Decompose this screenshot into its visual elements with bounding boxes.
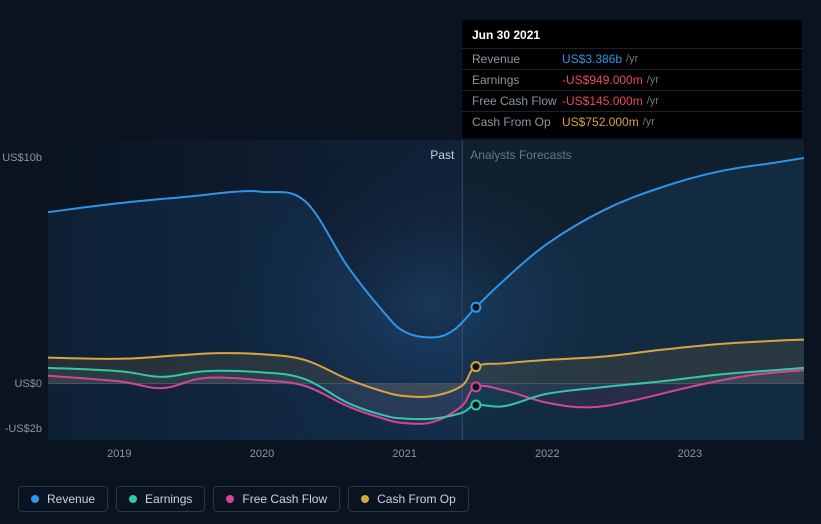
legend-label: Earnings (145, 492, 192, 506)
tooltip-date: Jun 30 2021 (462, 26, 802, 48)
x-axis-label: 2023 (678, 440, 702, 460)
legend-label: Free Cash Flow (242, 492, 327, 506)
legend-item-fcf[interactable]: Free Cash Flow (213, 486, 340, 512)
tooltip-row: Earnings -US$949.000m /yr (462, 69, 802, 90)
marker-earnings (471, 401, 480, 410)
tooltip-metric-label: Revenue (472, 52, 562, 66)
tooltip-metric-value: US$752.000m (562, 115, 639, 129)
y-axis-label: US$0 (14, 378, 48, 390)
tooltip-suffix: /yr (643, 116, 655, 128)
x-axis-label: 2020 (250, 440, 274, 460)
chart-tooltip: Jun 30 2021 Revenue US$3.386b /yr Earnin… (462, 20, 802, 138)
legend-label: Cash From Op (377, 492, 456, 506)
legend-item-revenue[interactable]: Revenue (18, 486, 108, 512)
legend-dot-icon (129, 495, 137, 503)
tooltip-suffix: /yr (647, 95, 659, 107)
x-axis-label: 2021 (392, 440, 416, 460)
plot-area: US$10bUS$0-US$2b20192020202120222023Past… (48, 140, 804, 440)
chart-legend: Revenue Earnings Free Cash Flow Cash Fro… (18, 486, 469, 512)
legend-dot-icon (31, 495, 39, 503)
marker-revenue (471, 303, 480, 312)
tooltip-metric-label: Earnings (472, 73, 562, 87)
legend-item-cash_op[interactable]: Cash From Op (348, 486, 469, 512)
y-axis-label: US$10b (2, 152, 48, 164)
tooltip-suffix: /yr (647, 74, 659, 86)
legend-label: Revenue (47, 492, 95, 506)
financials-chart: US$10b US$0 -US$2b 2019 2020 2021 2022 2023 Past… (0, 0, 821, 524)
tooltip-metric-value: -US$145.000m (562, 94, 643, 108)
legend-dot-icon (226, 495, 234, 503)
tooltip-metric-value: US$3.386b (562, 52, 622, 66)
legend-dot-icon (361, 495, 369, 503)
section-label-past: Past (430, 148, 454, 162)
tooltip-metric-label: Free Cash Flow (472, 94, 562, 108)
y-axis-label: -US$2b (5, 423, 48, 435)
tooltip-metric-label: Cash From Op (472, 115, 562, 129)
x-axis-label: 2022 (535, 440, 559, 460)
tooltip-metric-value: -US$949.000m (562, 73, 643, 87)
section-label-forecast: Analysts Forecasts (470, 148, 571, 162)
marker-cash_op (471, 362, 480, 371)
legend-item-earnings[interactable]: Earnings (116, 486, 205, 512)
tooltip-row: Cash From Op US$752.000m /yr (462, 111, 802, 132)
x-axis-label: 2019 (107, 440, 131, 460)
tooltip-row: Free Cash Flow -US$145.000m /yr (462, 90, 802, 111)
marker-fcf (471, 382, 480, 391)
tooltip-suffix: /yr (626, 53, 638, 65)
tooltip-row: Revenue US$3.386b /yr (462, 48, 802, 69)
